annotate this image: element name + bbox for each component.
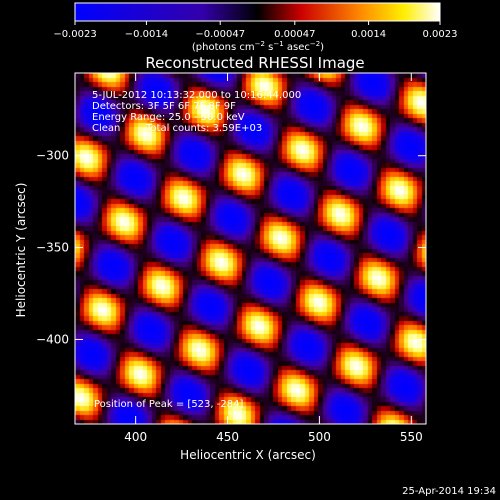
x-tick-label: 450 <box>216 430 239 444</box>
heatmap-image <box>74 72 427 425</box>
y-tick-label: −300 <box>36 149 69 163</box>
colorbar-tick-label: 0.0023 <box>423 29 458 40</box>
overlay-clean: Clean <box>92 123 120 134</box>
colorbar-tick-label: −0.0014 <box>125 29 168 40</box>
overlay-energy-range: Energy Range: 25.0 - 50.0 keV <box>92 112 245 123</box>
overlay-time-range: 5-JUL-2012 10:13:32.000 to 10:16:44.000 <box>92 90 301 101</box>
overlay-text: 5-JUL-2012 10:13:32.000 to 10:16:44.000 … <box>92 90 301 410</box>
chart-title: Reconstructed RHESSI Image <box>145 54 364 72</box>
colorbar: −0.0023 −0.0014 −0.00047 0.00047 0.0014 0.002… <box>53 2 458 53</box>
y-tick-label: −400 <box>36 332 69 346</box>
heatmap-raster <box>75 73 426 424</box>
colorbar-unit-label: (photons cm−2 s−1 asec−2) <box>192 40 324 53</box>
colorbar-gradient <box>74 2 441 22</box>
colorbar-tick-label: −0.00047 <box>195 29 245 40</box>
x-axis-label: Heliocentric X (arcsec) <box>180 448 316 462</box>
x-tick-label: 550 <box>400 430 423 444</box>
axis-ticks: 400 450 500 550 −300 −350 −400 <box>36 73 426 444</box>
overlay-total-counts: Total counts: 3.59E+03 <box>145 123 262 134</box>
colorbar-tick-label: 0.00047 <box>274 29 315 40</box>
colorbar-tick-label: −0.0023 <box>53 29 96 40</box>
overlay-detectors: Detectors: 3F 5F 6F 7F 8F 9F <box>92 101 236 112</box>
footer-timestamp: 25-Apr-2014 19:34 <box>402 486 496 497</box>
colorbar-ticks: −0.0023 −0.0014 −0.00047 0.00047 0.0014 0.002… <box>53 21 458 40</box>
plot-frame <box>74 72 427 425</box>
overlay-peak-position: Position of Peak = [523, -284] <box>94 399 243 410</box>
colorbar-tick-label: 0.0014 <box>351 29 386 40</box>
x-tick-label: 500 <box>308 430 331 444</box>
x-tick-label: 400 <box>124 430 147 444</box>
y-tick-label: −350 <box>36 241 69 255</box>
y-axis-label: Heliocentric Y (arcsec) <box>14 183 28 318</box>
